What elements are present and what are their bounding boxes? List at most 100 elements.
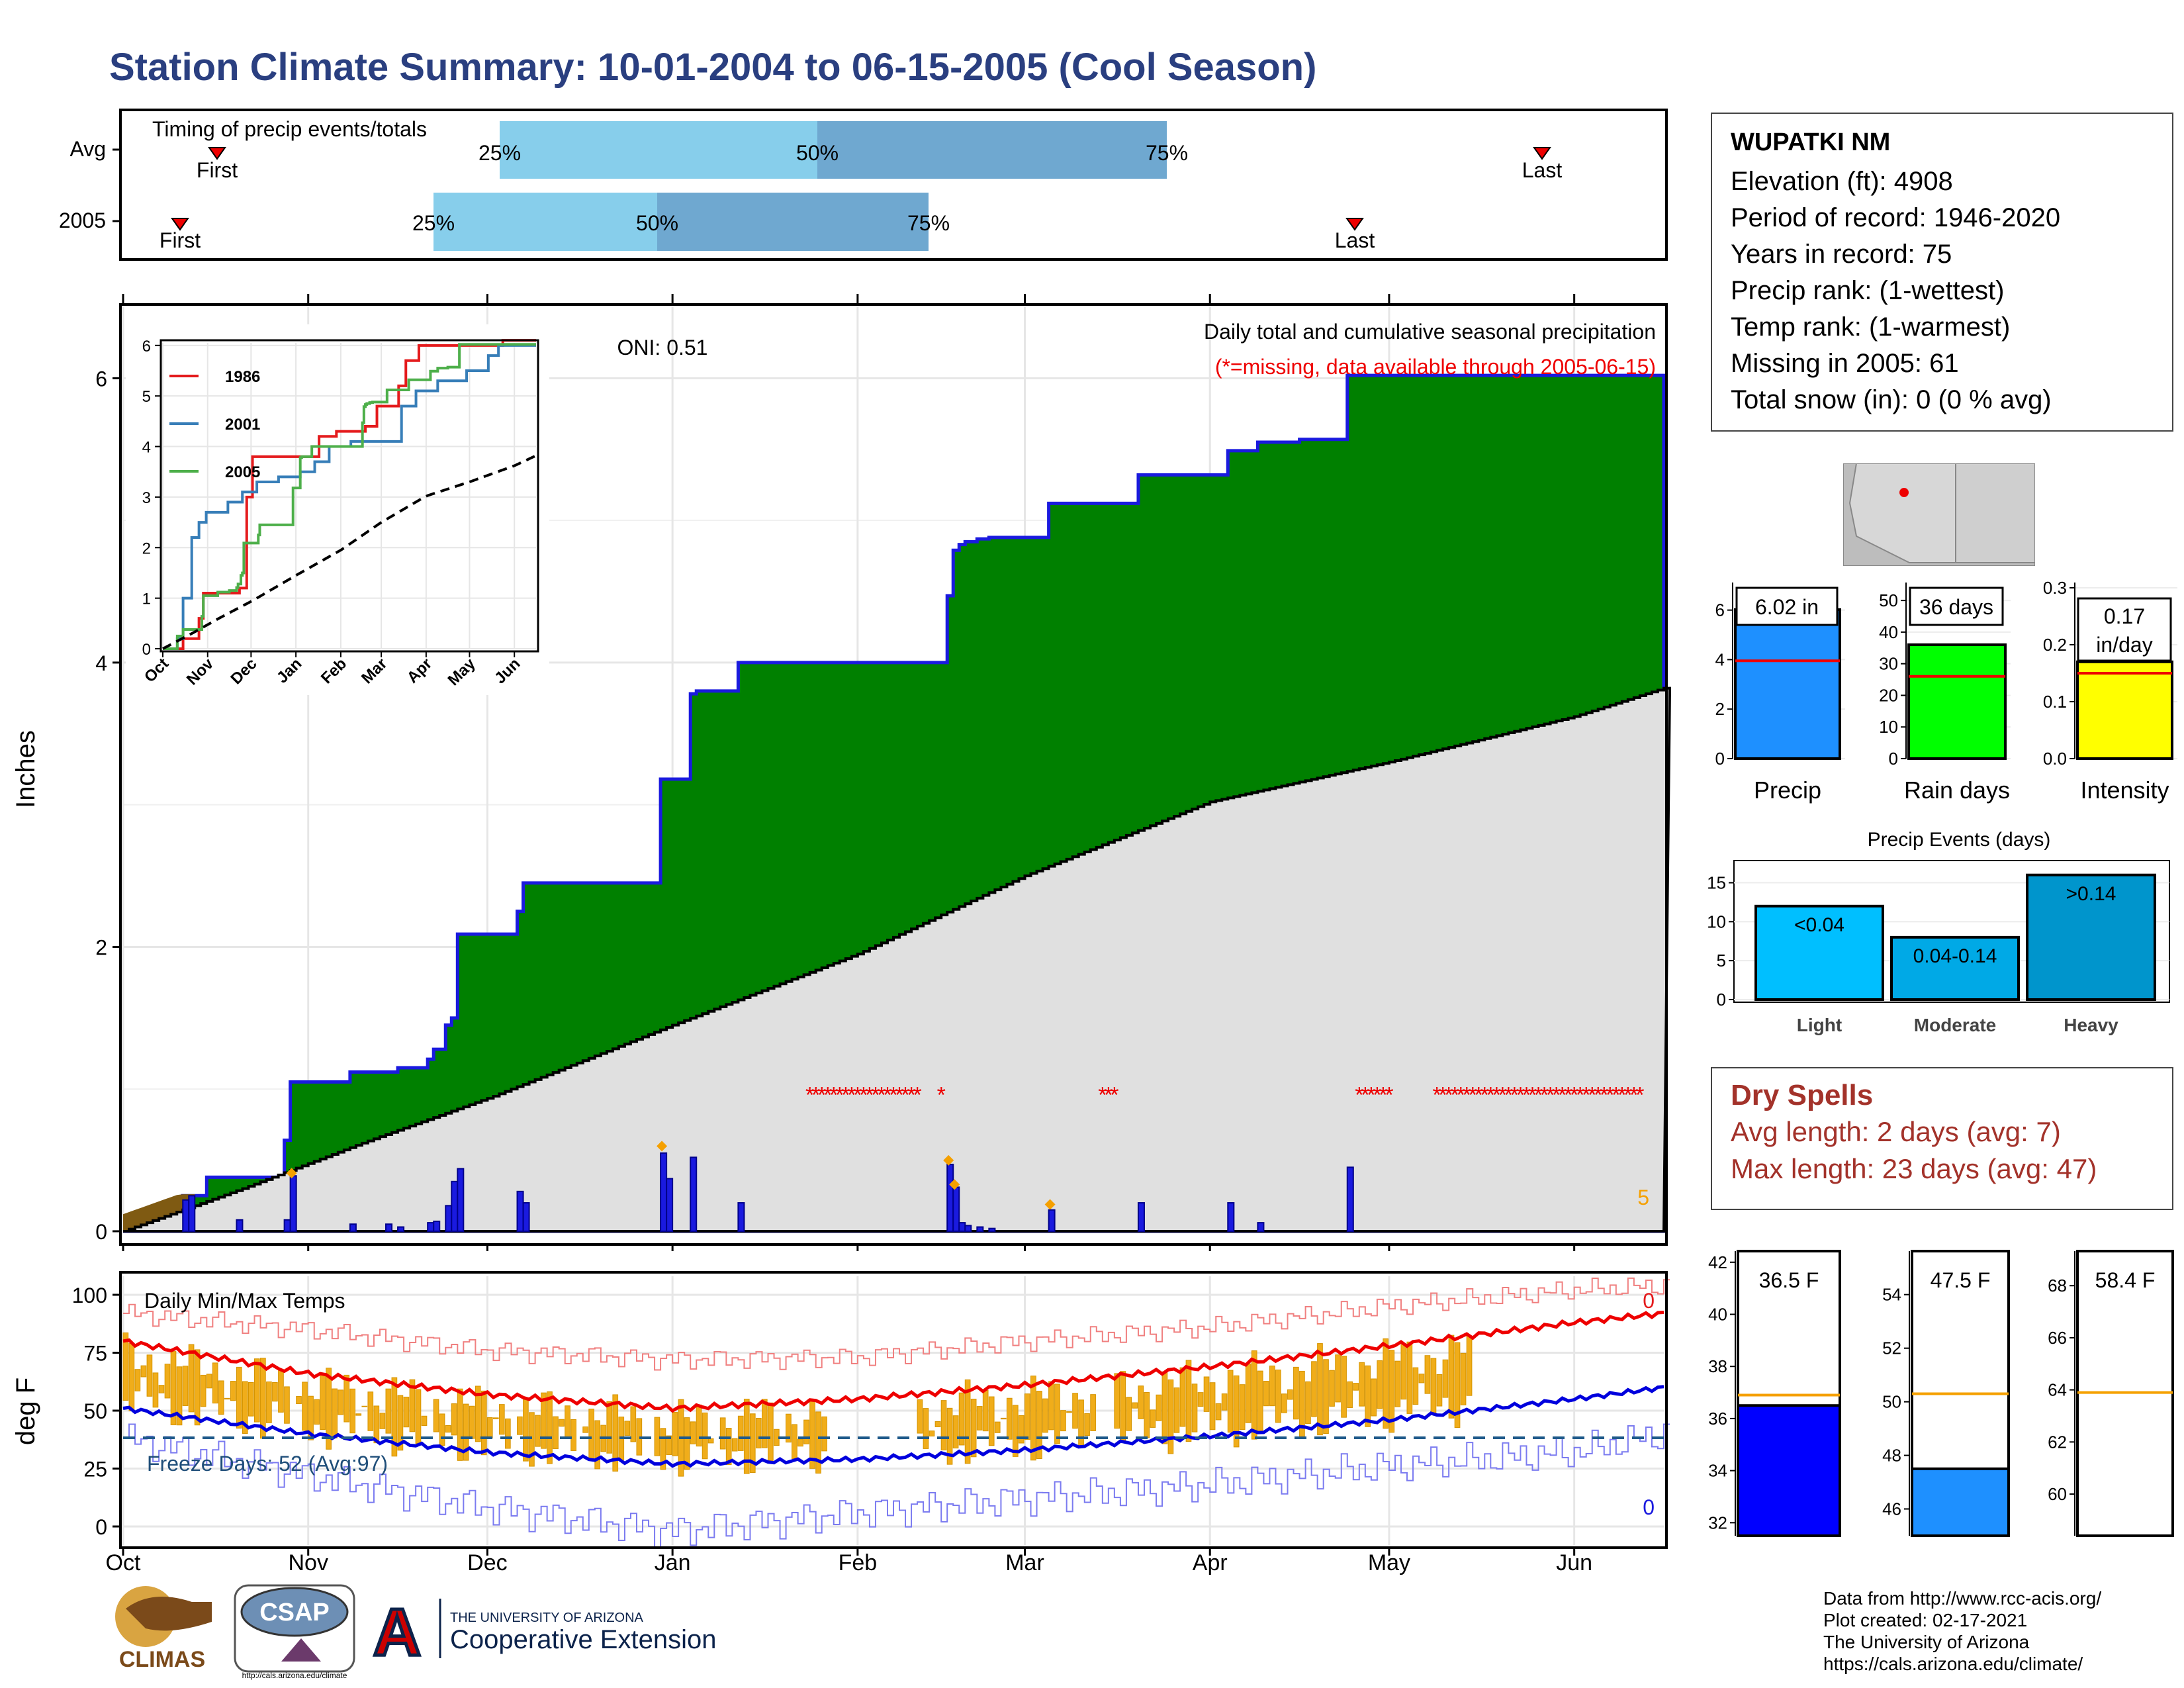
temp-range-bar (326, 1368, 332, 1450)
temp-range-bar (1466, 1335, 1473, 1396)
precip-frame (119, 303, 1668, 1246)
temp-range-bar (1341, 1356, 1347, 1418)
station-name: WUPATKI NM (1731, 128, 1891, 156)
summary-bar-label: Precip (1754, 776, 1821, 804)
station-line: Temp rank: (1-warmest) (1731, 312, 2011, 342)
temp-range-bar (1412, 1367, 1419, 1405)
missing-star: * (853, 1083, 862, 1108)
temp-range-bar (1078, 1399, 1084, 1448)
temp-range-bar (1233, 1375, 1240, 1448)
daily-precip-bars (182, 1141, 1354, 1233)
min-record-count: 0 (1643, 1495, 1655, 1519)
temp-range-bar (654, 1417, 660, 1456)
temp-range-bar (684, 1417, 690, 1470)
temp-range-bar (1120, 1371, 1126, 1443)
temp-range-bar (1311, 1361, 1317, 1417)
event-bar (2026, 873, 2156, 1001)
daily-precip-bar (289, 1175, 297, 1232)
temp-range-bar (786, 1413, 792, 1443)
raindays-value-label: 36 days (1919, 595, 1993, 619)
temp-range-bar (332, 1388, 338, 1438)
temp-range-bar (230, 1381, 236, 1401)
record-day-marker (949, 1179, 960, 1190)
daily-precip-bar (666, 1178, 674, 1233)
events-ytick: 10 (1707, 912, 1726, 931)
inset-ytick: 2 (142, 539, 151, 557)
temp-range-bar (391, 1377, 398, 1457)
station-line: Elevation (ft): 4908 (1731, 167, 1953, 196)
missing-star: * (1469, 1083, 1477, 1108)
missing-star: * (1516, 1083, 1525, 1108)
temp-range-bar (1012, 1405, 1019, 1457)
events-title: Precip Events (days) (1868, 829, 2051, 851)
temp-ytick: 50 (83, 1399, 107, 1423)
temp-range-bar (1293, 1366, 1299, 1420)
csap-url: http://cals.arizona.edu/climate (242, 1671, 347, 1680)
temp-range-bar (1388, 1350, 1395, 1433)
temp-value-label: 47.5 F (1931, 1268, 1991, 1292)
missing-star: * (1594, 1083, 1602, 1108)
missing-star: * (1546, 1083, 1555, 1108)
tbar-ytick: 48 (1882, 1446, 1901, 1466)
y2005-75-label: 75% (907, 211, 950, 235)
missing-star: * (1486, 1083, 1495, 1108)
summary-bar (1907, 643, 2007, 760)
temp-range-bar (917, 1399, 923, 1434)
temp-range-bar (236, 1366, 242, 1429)
temp-range-bar (815, 1411, 821, 1474)
missing-star: * (907, 1083, 915, 1108)
summary-bar-label: Intensity (2080, 776, 2169, 804)
timing-title: Timing of precip events/totals (152, 117, 427, 141)
average-line (162, 454, 537, 650)
avg-25-50-bar (500, 121, 817, 179)
missing-star: * (841, 1083, 850, 1108)
temp-range-bar (314, 1399, 320, 1425)
tbar-ytick: 62 (2048, 1432, 2067, 1452)
tbar-ytick: 34 (1708, 1461, 1727, 1481)
temp-range-bar (606, 1401, 613, 1454)
precip-caption: Daily total and cumulative seasonal prec… (1204, 320, 1656, 344)
event-bar (1754, 904, 1884, 1001)
temp-range-bar (923, 1408, 929, 1449)
ua-line2: Cooperative Extension (450, 1625, 716, 1654)
temp-range-bar (517, 1416, 523, 1435)
temp-range-bar (433, 1399, 439, 1432)
missing-star: * (937, 1083, 946, 1108)
temp-range-bar (792, 1424, 797, 1460)
temp-range-bar (1418, 1374, 1425, 1383)
temp-value-label: 36.5 F (1759, 1268, 1819, 1292)
dry-spells-line: Max length: 23 days (avg: 47) (1731, 1153, 2097, 1184)
month-tick: Dec (467, 1550, 507, 1575)
precip-ylabel: Inches (11, 730, 40, 808)
temp-range-bar (1042, 1398, 1048, 1433)
summary-bar (2076, 660, 2173, 760)
tbar-ytick: 46 (1882, 1499, 1901, 1519)
daily-precip-bar (946, 1164, 954, 1233)
missing-star: * (1385, 1083, 1393, 1108)
missing-star: * (1635, 1083, 1644, 1108)
temp-range-bar (1227, 1370, 1234, 1433)
freeze-days-label: Freeze Days: 52 (Avg:97) (147, 1452, 388, 1476)
timing-chart: Timing of precip events/totals Avg 2005 … (59, 109, 1668, 261)
side-ytick: 0.2 (2043, 635, 2067, 655)
missing-star: * (1498, 1083, 1507, 1108)
temp-range-bar (1448, 1335, 1455, 1419)
month-tick: Jun (1556, 1550, 1592, 1575)
record-min-line (123, 1423, 1670, 1548)
temp-range-bar (212, 1362, 218, 1404)
tbar-ytick: 60 (2048, 1484, 2067, 1504)
temp-range-bar (946, 1407, 953, 1465)
avg-last-marker (1533, 147, 1551, 160)
daily-precip-bar (427, 1222, 435, 1233)
ua-logo: A THE UNIVERSITY OF ARIZONA Cooperative … (367, 1594, 716, 1671)
side-ytick: 0 (1889, 749, 1898, 769)
tbar-ytick: 32 (1708, 1513, 1727, 1532)
temp-range-bar (1132, 1402, 1138, 1409)
daily-precip-bar (660, 1152, 668, 1233)
missing-markers: ******************* * *** ****** ***********… (805, 1083, 1644, 1108)
inset-legend-label: 2001 (225, 416, 260, 434)
temp-summary-bar (1911, 1467, 2010, 1538)
daily-precip-bar (1137, 1202, 1145, 1232)
precip-ytick: 6 (95, 367, 107, 391)
station-line: Period of record: 1946-2020 (1731, 203, 2061, 232)
